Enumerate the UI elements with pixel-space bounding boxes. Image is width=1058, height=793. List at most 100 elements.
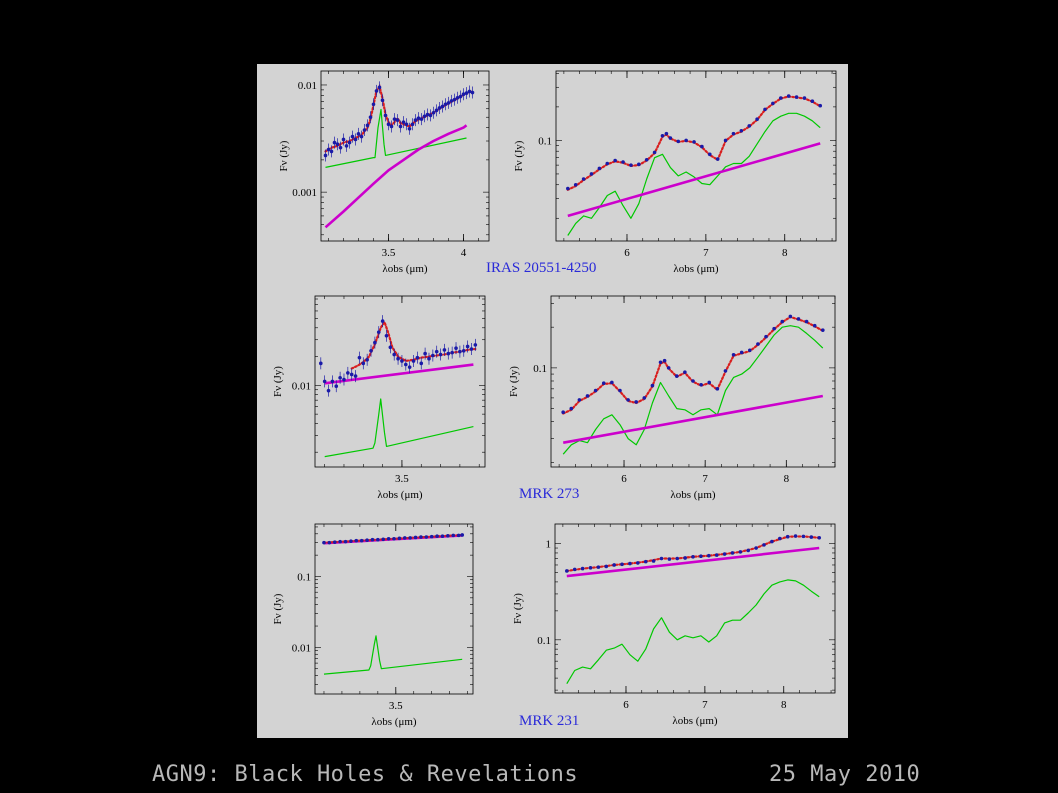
data-point [573, 182, 578, 187]
y-axis-title: Fν (Jy) [278, 140, 290, 171]
data-point [419, 117, 424, 121]
data-point [442, 348, 447, 352]
data-point [699, 382, 703, 387]
data-point [788, 314, 793, 319]
data-point [817, 535, 822, 540]
data-point [318, 361, 323, 366]
data-point [628, 561, 632, 566]
y-tick-label: 0.01 [298, 80, 317, 92]
data-point [434, 108, 439, 113]
data-point [386, 537, 391, 541]
x-axis-title: λobs (μm) [382, 263, 427, 275]
data-point [739, 128, 744, 133]
data-point [330, 379, 335, 384]
data-point [458, 94, 463, 99]
data-point [419, 361, 424, 366]
fit-line [566, 95, 822, 191]
data-point [707, 553, 711, 558]
panel-2: 6 7 8 0.1 λobs (μm) Fν (Jy) IRAS 20551-4250 [486, 70, 837, 276]
data-point [332, 140, 337, 145]
data-point [588, 566, 593, 570]
data-point [410, 122, 415, 127]
data-point [407, 126, 412, 131]
data-point [350, 134, 355, 139]
data-point [723, 369, 728, 373]
y-axis-title: Fν (Jy) [508, 366, 520, 397]
data-point [664, 131, 669, 136]
data-point [793, 534, 798, 538]
data-point [407, 365, 412, 369]
data-point [460, 533, 465, 537]
data-point [415, 355, 420, 360]
data-point [338, 375, 342, 380]
data-point [577, 398, 582, 402]
plot-area [566, 94, 823, 236]
data-point [353, 137, 358, 142]
data-point [401, 120, 406, 124]
data-point [388, 345, 393, 350]
pah-model-line [566, 579, 820, 685]
data-point [461, 92, 466, 97]
data-point [636, 561, 640, 565]
data-point [450, 350, 454, 355]
object-label: MRK 231 [519, 713, 579, 729]
data-point [359, 538, 364, 543]
plot-frame [314, 295, 486, 468]
data-point [643, 559, 648, 564]
data-point [691, 554, 695, 559]
data-point [383, 113, 388, 118]
data-point [763, 107, 767, 112]
data-point [692, 140, 696, 144]
data-point [402, 536, 407, 540]
x-axis-title: λobs (μm) [673, 263, 718, 275]
data-point [446, 351, 451, 356]
data-point [347, 140, 352, 145]
x-tick-label: 7 [702, 699, 708, 711]
panel-3: 3.5 0.01 λobs (μm) Fν (Jy) [272, 295, 486, 501]
data-point [349, 372, 354, 377]
data-point [323, 153, 328, 158]
data-point [569, 406, 574, 411]
data-point [662, 358, 667, 363]
plot-frame [554, 523, 836, 694]
data-point [707, 380, 712, 385]
data-point [346, 371, 350, 375]
data-point [389, 124, 394, 129]
data-point [777, 536, 782, 541]
data-point [413, 118, 418, 122]
data-point [392, 537, 396, 541]
continuum-line [324, 124, 468, 229]
data-point [377, 85, 382, 90]
data-point [423, 351, 427, 356]
object-label: MRK 273 [519, 486, 579, 502]
data-point [580, 566, 585, 571]
data-point [642, 396, 647, 400]
object-label: IRAS 20551-4250 [486, 260, 596, 276]
slide-footer: AGN9: Black Holes & Revelations 25 May 2… [0, 762, 1058, 792]
data-point [722, 552, 727, 556]
data-point [437, 106, 442, 110]
data-point [796, 317, 801, 321]
data-point [613, 158, 617, 163]
data-point [674, 374, 679, 378]
fit-line [562, 315, 824, 415]
data-point [626, 398, 630, 402]
data-point [396, 356, 400, 361]
data-point [610, 380, 614, 385]
y-tick-label: 0.1 [297, 571, 311, 583]
panel-5: 3.5 0.01 0.1 λobs (μm) Fν (Jy) [272, 523, 474, 728]
data-point [629, 163, 633, 167]
data-point [342, 377, 346, 382]
pah-model-line [325, 108, 467, 168]
data-point [458, 349, 462, 354]
data-point [700, 144, 704, 149]
data-point [344, 144, 349, 148]
panel-1: 3.5 4 0.001 0.01 λobs (μm) Fν (Jy) [278, 70, 490, 275]
data-point [778, 96, 783, 100]
data-point [754, 546, 758, 550]
data-point [369, 348, 373, 353]
x-axis-title: λobs (μm) [672, 715, 717, 727]
data-point [386, 122, 391, 127]
data-point [731, 352, 736, 357]
plot-frame [555, 70, 837, 242]
